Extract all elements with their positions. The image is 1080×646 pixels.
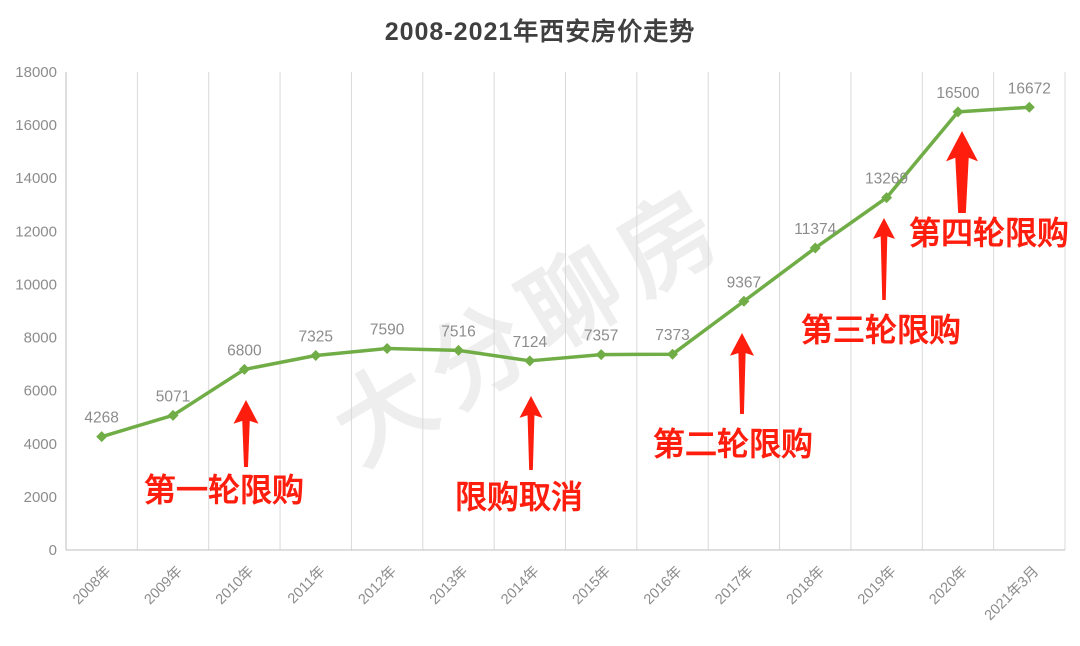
annotation-label: 第三轮限购	[801, 312, 961, 348]
chart-title: 2008-2021年西安房价走势	[384, 18, 696, 46]
data-point-marker	[310, 349, 322, 361]
x-tick-label: 2018年	[783, 563, 828, 608]
x-tick-label: 2019年	[854, 563, 899, 608]
up-arrow-icon	[873, 218, 895, 300]
data-point-label: 7590	[370, 321, 405, 338]
y-tick-label: 6000	[24, 383, 57, 400]
x-tick-label: 2015年	[569, 563, 614, 608]
data-point-label: 7357	[584, 328, 618, 345]
data-point-marker	[738, 295, 750, 307]
data-point-marker	[524, 355, 536, 367]
data-point-marker	[1023, 101, 1035, 113]
x-tick-label: 2010年	[212, 563, 257, 608]
y-tick-label: 14000	[15, 170, 57, 187]
x-tick-label: 2017年	[712, 563, 757, 608]
y-tick-label: 18000	[15, 64, 57, 81]
data-point-label: 7516	[441, 323, 475, 340]
data-point-label: 16500	[936, 85, 979, 102]
data-point-label: 16672	[1008, 80, 1051, 97]
y-tick-label: 2000	[24, 489, 57, 506]
price-line	[99, 105, 1032, 439]
up-arrow-icon	[519, 396, 543, 470]
x-tick-label: 2013年	[426, 563, 471, 608]
data-point-label: 7373	[655, 327, 689, 344]
data-point-label: 11374	[794, 221, 836, 238]
up-arrow-icon	[946, 131, 978, 213]
data-point-marker	[238, 363, 250, 375]
data-point-marker	[595, 349, 607, 361]
up-arrow-icon	[730, 333, 754, 414]
data-point-label: 4268	[84, 410, 118, 427]
data-point-label: 5071	[156, 388, 190, 405]
data-point-marker	[952, 106, 964, 118]
x-tick-label: 2014年	[498, 563, 543, 608]
x-tick-label: 2012年	[355, 563, 400, 608]
y-tick-label: 10000	[15, 276, 57, 293]
up-arrow-icon	[233, 400, 259, 467]
data-point-label: 9367	[727, 274, 761, 291]
data-point-marker	[381, 342, 393, 354]
x-tick-label: 2011年	[284, 563, 328, 607]
y-tick-label: 4000	[24, 436, 57, 453]
data-point-label: 7325	[299, 328, 333, 345]
y-tick-label: 0	[49, 542, 57, 559]
y-tick-label: 12000	[15, 223, 57, 240]
data-point-marker	[881, 192, 893, 204]
data-point-label: 7124	[513, 334, 548, 351]
annotation-label: 第一轮限购	[144, 472, 304, 508]
data-point-label: 6800	[227, 342, 262, 359]
x-tick-label: 2008年	[69, 563, 114, 608]
data-point-marker	[96, 431, 108, 443]
x-tick-label: 2016年	[640, 563, 685, 608]
data-point-label: 13269	[865, 171, 908, 188]
y-tick-label: 8000	[24, 330, 57, 347]
data-point-marker	[167, 409, 179, 421]
annotation-label: 第四轮限购	[909, 215, 1069, 251]
data-point-marker	[809, 242, 821, 254]
x-tick-label: 2009年	[141, 563, 186, 608]
annotation-label: 限购取消	[455, 479, 583, 515]
data-point-marker	[667, 348, 679, 360]
x-tick-label: 2021年3月	[981, 563, 1042, 624]
x-tick-label: 2020年	[926, 563, 971, 608]
y-tick-label: 16000	[15, 117, 57, 134]
data-point-marker	[452, 344, 464, 356]
annotation-label: 第二轮限购	[653, 426, 813, 462]
